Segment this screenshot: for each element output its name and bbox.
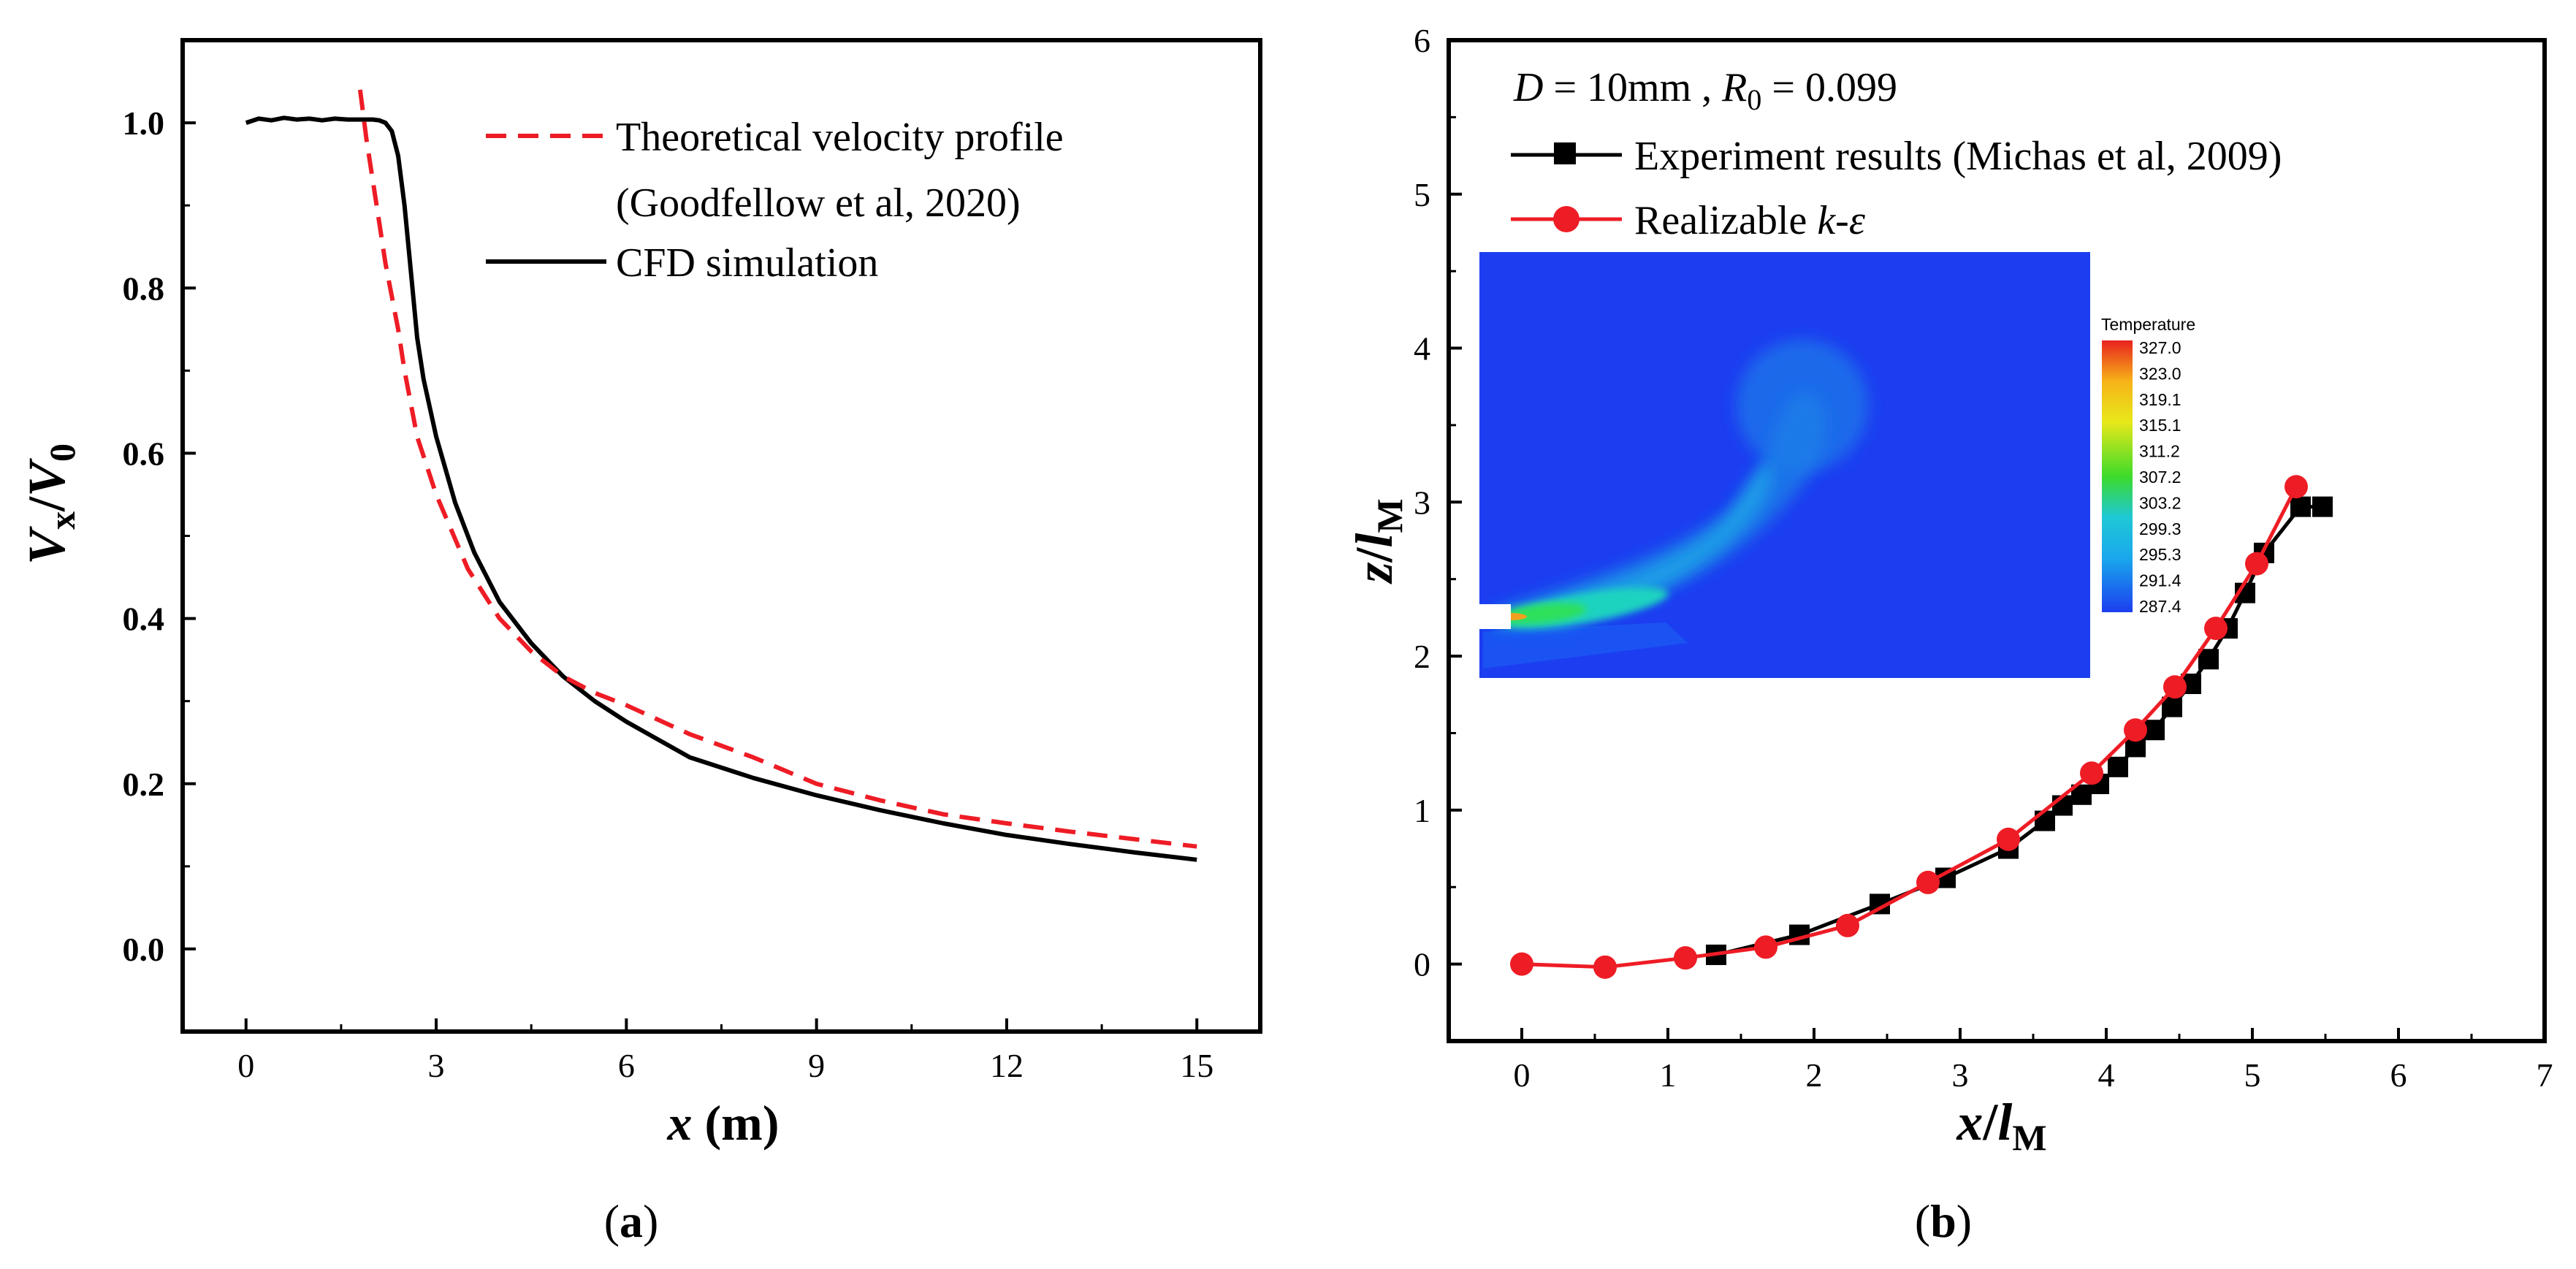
colorbar-label: 307.2 [2139,468,2181,487]
y-tick-label-a-0: 0.0 [123,931,165,968]
y-tick-label-b-5: 5 [1414,176,1430,213]
experiment-point [2144,720,2165,741]
x-tick-label-a-5: 15 [1180,1047,1213,1084]
colorbar-label: 303.2 [2139,493,2181,512]
y-tick-label-b-0: 0 [1414,946,1430,983]
y-tick-label-b-6: 6 [1414,22,1430,59]
legend-theoretical-line1: Theoretical velocity profile [616,115,1064,160]
legend-cfd: CFD simulation [616,240,878,286]
realizable-point [2285,475,2308,499]
x-tick-label-b-5: 5 [2244,1056,2261,1094]
realizable-point [2204,617,2228,641]
realizable-point [1510,952,1533,976]
colorbar-labels: 327.0 323.0 319.1 315.1 311.2 307.2 303.2 299.3… [2139,338,2181,616]
realizable-point [1674,946,1697,970]
colorbar-label: 295.3 [2139,545,2181,564]
colorbar-label: 319.1 [2139,390,2181,409]
experiment-point [2312,496,2333,517]
realizable-point [1754,935,1777,959]
experiment-point [2108,756,2128,777]
x-axis-ticks-a: 0 3 6 9 12 15 [237,1018,1213,1084]
colorbar [2102,340,2133,612]
y-axis-label-b: z/lM [1345,498,1410,584]
legend-b: Experiment results (Michas et al, 2009) … [1511,134,2282,243]
panel-label-a: (a) [604,1195,659,1247]
legend-square-marker [1554,142,1576,164]
nozzle [1479,604,1511,629]
x-tick-label-b-7: 7 [2537,1056,2553,1094]
x-tick-label-a-2: 6 [618,1047,635,1084]
colorbar-label: 315.1 [2139,416,2181,435]
x-tick-label-b-1: 1 [1660,1056,1677,1094]
realizable-point [2124,718,2147,742]
x-tick-label-b-2: 2 [1806,1056,1823,1094]
y-tick-label-b-4: 4 [1414,330,1430,367]
colorbar-label: 291.4 [2139,571,2181,590]
x-tick-label-a-3: 9 [808,1047,825,1084]
colorbar-title: Temperature [2101,315,2195,334]
legend-realizable: Realizable k-ε [1634,198,1866,243]
experiment-point [2290,496,2311,517]
y-tick-label-b-2: 2 [1414,638,1430,675]
series-b [1510,475,2333,979]
y-tick-label-a-5: 1.0 [123,104,165,142]
y-tick-label-a-4: 0.8 [123,270,165,307]
panel-label-b: (b) [1915,1195,1972,1247]
x-tick-label-b-3: 3 [1952,1056,1969,1094]
cfd-simulation-line [245,115,1197,862]
realizable-point [1997,827,2020,851]
y-tick-label-a-3: 0.6 [123,435,165,472]
x-tick-label-b-0: 0 [1514,1056,1531,1094]
y-tick-label-a-1: 0.2 [123,766,165,803]
theoretical-profile-line [357,89,1197,849]
experiment-point [2198,649,2219,670]
y-tick-label-b-3: 3 [1414,484,1430,521]
x-tick-label-a-1: 3 [428,1047,445,1084]
legend-a: Theoretical velocity profile (Goodfellow… [486,115,1064,286]
plot-b-frame [1447,38,2547,1043]
x-axis-ticks-b: 0 1 2 3 4 5 6 7 [1514,1028,2553,1094]
y-tick-label-b-1: 1 [1414,792,1430,829]
x-axis-label-a: x (m) [667,1095,780,1151]
annotation-d-r0: D = 10mm , R0 = 0.099 [1513,65,1897,116]
series-lines-a [245,89,1197,862]
y-tick-label-a-2: 0.4 [123,601,165,638]
realizable-point [1836,913,1859,937]
realizable-point [2163,675,2187,699]
realizable-point [1916,870,1940,894]
panel-a: 0 3 6 9 12 15 0.0 0.2 0.4 0.6 0.8 1.0 Theoretical … [18,38,1262,1247]
x-tick-label-b-4: 4 [2098,1056,2115,1094]
y-axis-label-a: Vx/V0 [18,443,83,565]
colorbar-label: 323.0 [2139,364,2181,383]
legend-experiment: Experiment results (Michas et al, 2009) [1634,134,2282,179]
legend-theoretical-line2: (Goodfellow et al, 2020) [616,180,1021,226]
temperature-contour-inset: Temperature 327.0 323.0 319.1 315.1 311.2 307… [1479,252,2195,678]
x-tick-label-b-6: 6 [2390,1056,2407,1094]
realizable-point [1593,955,1617,979]
colorbar-label: 287.4 [2139,597,2181,616]
legend-circle-marker [1553,206,1579,232]
y-axis-ticks-a: 0.0 0.2 0.4 0.6 0.8 1.0 [123,39,196,968]
colorbar-label: 299.3 [2139,519,2181,538]
realizable-point [2080,761,2103,785]
colorbar-label: 327.0 [2139,338,2181,357]
x-tick-label-a-0: 0 [237,1047,254,1084]
realizable-point [2245,552,2268,576]
x-tick-label-a-4: 12 [990,1047,1024,1084]
y-axis-ticks-b: 0 1 2 3 4 5 6 [1414,22,1462,983]
x-axis-label-b: x/lM [1956,1093,2046,1158]
colorbar-label: 311.2 [2139,442,2180,461]
